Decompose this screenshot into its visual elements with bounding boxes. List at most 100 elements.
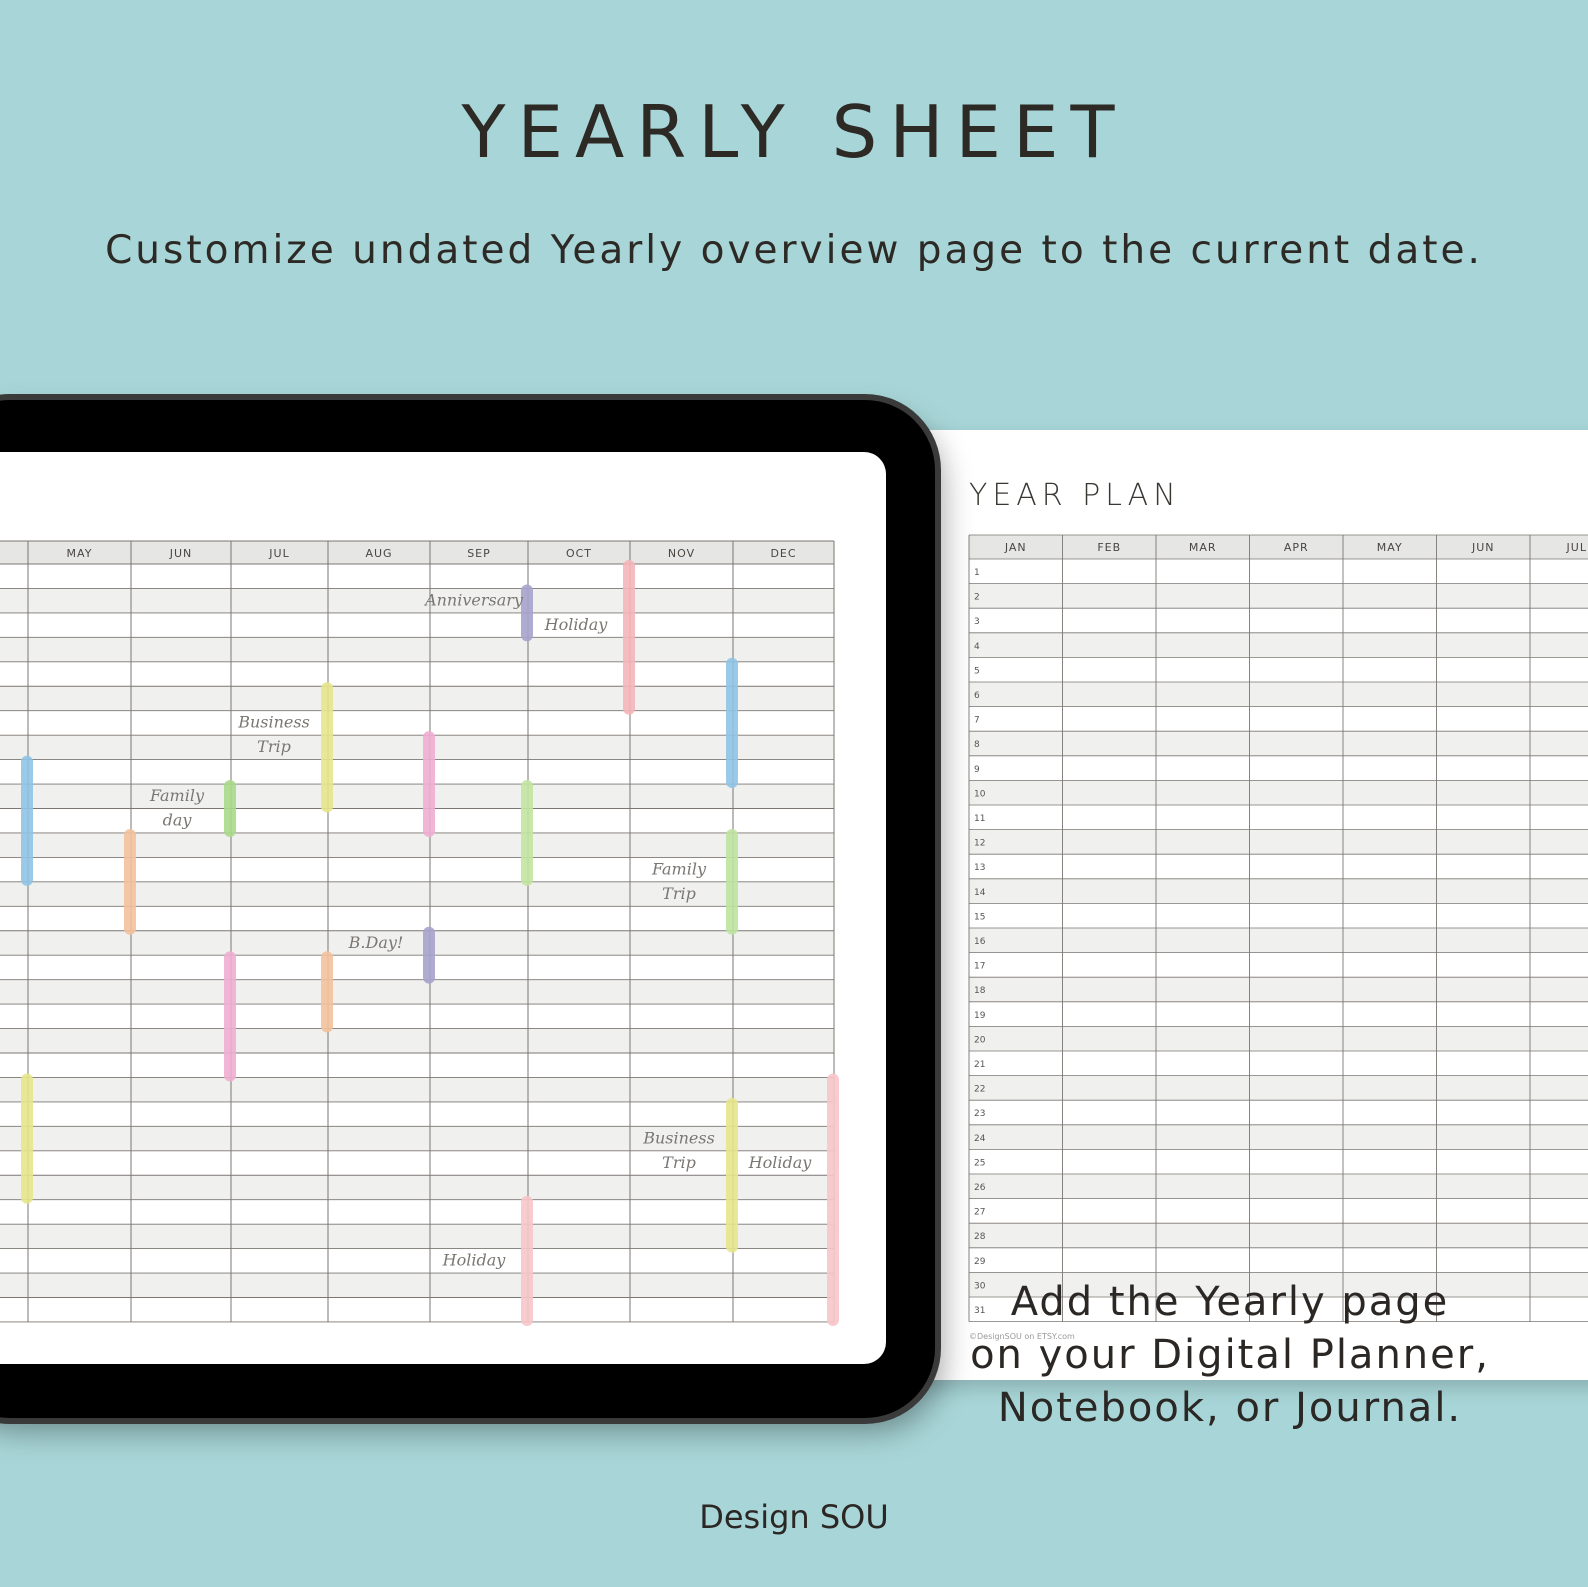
- tagline-line-1: Add the Yearly page: [1010, 1279, 1450, 1325]
- day-number: 3: [974, 617, 980, 627]
- handwritten-note: Family: [651, 859, 707, 878]
- day-number: 29: [974, 1257, 986, 1267]
- day-number: 10: [974, 789, 986, 799]
- day-number: 8: [974, 740, 980, 750]
- day-number: 18: [974, 986, 986, 996]
- day-number: 9: [974, 765, 980, 775]
- month-label: SEP: [467, 547, 491, 560]
- highlight-marker: [423, 731, 435, 837]
- month-label: JUN: [1471, 541, 1495, 554]
- day-number: 19: [974, 1011, 986, 1021]
- shaded-row: [969, 1075, 1588, 1101]
- shaded-row: [969, 1124, 1588, 1150]
- shaded-row: [0, 881, 834, 907]
- day-number: 27: [974, 1208, 985, 1218]
- month-label: AUG: [365, 547, 392, 560]
- highlight-marker: [21, 755, 33, 886]
- day-number: 11: [974, 814, 985, 824]
- day-number: 16: [974, 937, 986, 947]
- month-label: DEC: [770, 547, 796, 560]
- day-number: 14: [974, 888, 986, 898]
- shaded-row: [0, 1224, 834, 1249]
- shaded-row: [969, 878, 1588, 904]
- highlight-marker: [124, 828, 136, 935]
- day-number: 23: [974, 1109, 985, 1119]
- highlight-marker: [623, 560, 635, 715]
- handwritten-note: Trip: [662, 1153, 696, 1172]
- handwritten-note: Trip: [662, 884, 696, 903]
- shaded-row: [0, 1273, 834, 1298]
- month-label: JUN: [169, 547, 193, 560]
- handwritten-note: day: [163, 811, 193, 830]
- highlight-marker: [423, 926, 435, 984]
- shaded-row: [969, 583, 1588, 609]
- handwritten-note: Family: [149, 786, 205, 805]
- shaded-row: [969, 1174, 1588, 1199]
- shaded-row: [0, 1077, 834, 1102]
- highlight-marker: [521, 1195, 533, 1326]
- shaded-row: [969, 632, 1588, 658]
- day-number: 25: [974, 1158, 985, 1168]
- handwritten-note: B.Day!: [348, 933, 404, 952]
- shaded-row: [969, 1026, 1588, 1051]
- month-label: MAR: [1189, 541, 1217, 554]
- shaded-row: [969, 1272, 1588, 1297]
- handwritten-note: Holiday: [748, 1153, 813, 1172]
- month-label: OCT: [566, 547, 592, 560]
- day-number: 12: [974, 839, 985, 849]
- shaded-row: [0, 1126, 834, 1151]
- day-number: 31: [974, 1306, 985, 1316]
- handwritten-note: Trip: [257, 737, 291, 756]
- highlight-marker: [726, 1097, 738, 1253]
- highlight-marker: [321, 682, 333, 813]
- day-number: 17: [974, 962, 985, 972]
- page-subtitle: Customize undated Yearly overview page t…: [105, 228, 1483, 273]
- day-number: 6: [974, 691, 980, 701]
- highlight-marker: [726, 657, 738, 789]
- month-label: APR: [1284, 541, 1309, 554]
- brand-name: Design SOU: [699, 1498, 889, 1536]
- highlight-marker: [521, 780, 533, 886]
- shaded-row: [969, 682, 1588, 707]
- day-number: 13: [974, 863, 985, 873]
- shaded-row: [969, 780, 1588, 805]
- shaded-row: [969, 829, 1588, 855]
- day-number: 7: [974, 716, 980, 726]
- highlight-marker: [726, 828, 738, 935]
- shaded-row: [0, 832, 834, 858]
- shaded-row: [0, 637, 834, 662]
- year-plan-grid: JAN FEB MAR APR MAY JUN JUL1234567891011121314…: [968, 534, 1588, 1322]
- tagline: Add the Yearly page on your Digital Plan…: [960, 1276, 1500, 1435]
- shaded-row: [0, 686, 834, 711]
- month-label: MAY: [1377, 541, 1403, 554]
- highlight-marker: [224, 951, 236, 1082]
- month-label: NOV: [668, 547, 695, 560]
- day-number: 2: [974, 593, 980, 603]
- handwritten-note: Holiday: [442, 1251, 507, 1270]
- month-label: MAY: [67, 547, 93, 560]
- shaded-row: [969, 928, 1588, 953]
- month-label: JUL: [1566, 541, 1587, 554]
- day-number: 4: [974, 642, 980, 652]
- handwritten-note: Business: [237, 713, 310, 732]
- month-label: JUL: [268, 547, 289, 560]
- shaded-row: [0, 979, 834, 1005]
- day-number: 1: [974, 568, 980, 578]
- day-number: 15: [974, 912, 985, 922]
- shaded-row: [0, 930, 834, 956]
- highlight-marker: [224, 780, 236, 837]
- tagline-line-2: on your Digital Planner,: [970, 1332, 1490, 1378]
- header-row: [0, 541, 834, 564]
- day-number: 5: [974, 666, 980, 676]
- highlight-marker: [827, 1073, 839, 1326]
- month-label: FEB: [1097, 541, 1121, 554]
- highlight-marker: [21, 1073, 33, 1204]
- day-number: 24: [974, 1134, 986, 1144]
- tablet-screen: MAY JUN JUL AUG SEP OCT NOV DEC Anniversary Holid…: [0, 452, 886, 1364]
- shaded-row: [0, 1028, 834, 1053]
- day-number: 28: [974, 1232, 986, 1242]
- month-label: JAN: [1004, 541, 1027, 554]
- highlight-marker: [521, 584, 533, 642]
- header-row: [969, 535, 1588, 559]
- year-plan-title: YEAR PLAN: [969, 478, 1181, 513]
